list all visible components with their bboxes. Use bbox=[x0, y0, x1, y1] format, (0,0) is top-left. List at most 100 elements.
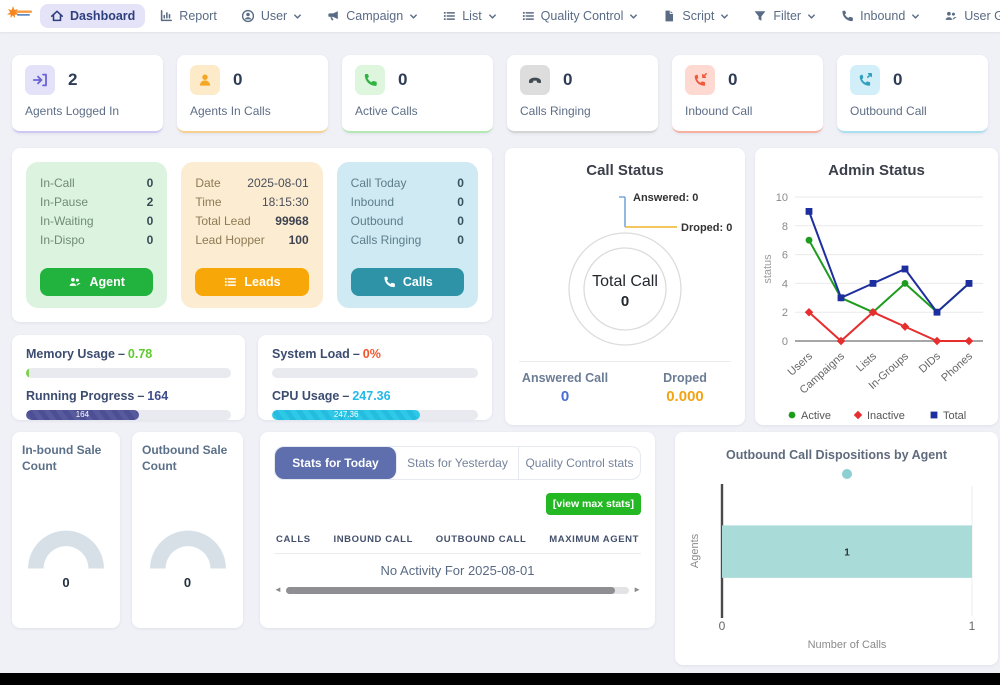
column-calls: CALLS bbox=[276, 534, 311, 545]
login-icon bbox=[25, 65, 55, 95]
svg-text:Agents: Agents bbox=[689, 533, 701, 568]
outbound-dispositions-panel: Outbound Call Dispositions by Agent 1 0 1 N… bbox=[675, 432, 998, 665]
stats-panel: Stats for Today Stats for Yesterday Qual… bbox=[260, 432, 655, 628]
nav-item-report[interactable]: Report bbox=[149, 4, 227, 28]
nav-item-user-group[interactable]: User Group bbox=[934, 4, 1000, 28]
stat-label: Agents In Calls bbox=[190, 104, 271, 118]
calls-button[interactable]: Calls bbox=[350, 268, 464, 296]
nav-label: User Group bbox=[964, 9, 1000, 23]
row-value: 0 bbox=[457, 175, 464, 190]
nav-item-list[interactable]: List bbox=[432, 4, 506, 28]
inbound-sale-value: 0 bbox=[62, 575, 70, 590]
list-icon bbox=[225, 277, 237, 287]
stat-card-agents-logged-in[interactable]: 2 Agents Logged In bbox=[12, 55, 163, 133]
phone-incoming-icon bbox=[685, 65, 715, 95]
svg-text:Lists: Lists bbox=[854, 350, 879, 374]
chevron-down-icon bbox=[807, 12, 816, 21]
running-progress-value: 164 bbox=[147, 389, 169, 403]
megaphone-icon bbox=[328, 11, 339, 21]
nav-item-dashboard[interactable]: Dashboard bbox=[40, 4, 146, 28]
tab-stats-for-yesterday[interactable]: Stats for Yesterday bbox=[397, 447, 519, 479]
scrollbar-thumb[interactable] bbox=[285, 586, 616, 594]
nav-item-filter[interactable]: Filter bbox=[743, 4, 826, 28]
stats-tabs: Stats for Today Stats for Yesterday Qual… bbox=[274, 446, 641, 480]
chevron-down-icon bbox=[409, 12, 418, 21]
nav-item-quality-control[interactable]: Quality Control bbox=[511, 4, 649, 28]
svg-text:Users: Users bbox=[785, 350, 815, 378]
row-value: 0 bbox=[457, 213, 464, 228]
stat-card-inbound-call[interactable]: 0 Inbound Call bbox=[672, 55, 823, 133]
inbound-sale-title: In-bound Sale Count bbox=[22, 443, 102, 473]
home-icon bbox=[50, 10, 64, 22]
brand-logo[interactable] bbox=[6, 5, 36, 27]
nav-item-campaign[interactable]: Campaign bbox=[316, 4, 428, 28]
nav-label: User bbox=[260, 9, 288, 23]
row-label: Date bbox=[195, 175, 221, 190]
nav-label: Script bbox=[682, 9, 715, 23]
nav-label: Report bbox=[179, 9, 217, 23]
nav-item-inbound[interactable]: Inbound bbox=[830, 4, 930, 28]
stat-card-calls-ringing[interactable]: 0 Calls Ringing bbox=[507, 55, 658, 133]
row-label: Time bbox=[195, 194, 222, 209]
stat-value: 0 bbox=[893, 70, 903, 89]
view-max-stats-button[interactable]: [view max stats] bbox=[545, 493, 641, 515]
top-navbar: Dashboard Report User Campaign List Qual… bbox=[0, 0, 1000, 32]
running-progress-track: 164 bbox=[26, 410, 231, 420]
row-label: Call Today bbox=[350, 175, 407, 190]
tab-quality-control-stats[interactable]: Quality Control stats bbox=[525, 456, 634, 470]
cpu-usage-fill: 247.36 bbox=[272, 410, 421, 420]
row-value: 0 bbox=[457, 194, 464, 209]
droped-label: Droped bbox=[663, 371, 707, 385]
svg-text:0: 0 bbox=[781, 336, 787, 348]
dispositions-chart: 1 0 1 Number of Calls Agents bbox=[675, 464, 998, 652]
gauge-arc bbox=[22, 522, 110, 572]
gauge-arc bbox=[142, 522, 233, 572]
separator: – bbox=[117, 347, 125, 361]
nav-item-user[interactable]: User bbox=[231, 4, 312, 28]
stat-card-agents-in-calls[interactable]: 0 Agents In Calls bbox=[177, 55, 328, 133]
stats-table-header: CALLS INBOUND CALL OUTBOUND CALL MAXIMUM… bbox=[274, 526, 641, 554]
column-inbound-call: INBOUND CALL bbox=[333, 534, 413, 545]
agent-summary-card: In-Call 0 In-Pause 2 In-Waiting 0 In-Dispo 0… bbox=[26, 162, 168, 308]
donut-center-value: 0 bbox=[621, 293, 629, 310]
chevron-down-icon bbox=[488, 12, 497, 21]
memory-usage-panel: Memory Usage –0.78 Running Progress –164 1… bbox=[12, 335, 245, 420]
nav-label: Quality Control bbox=[540, 9, 624, 23]
stat-card-outbound-call[interactable]: 0 Outbound Call bbox=[837, 55, 988, 133]
cpu-usage-track: 247.36 bbox=[272, 410, 478, 420]
svg-text:6: 6 bbox=[781, 250, 787, 262]
tab-stats-for-today[interactable]: Stats for Today bbox=[275, 447, 397, 479]
donut-annotation-droped: Droped: 0 bbox=[681, 222, 732, 234]
svg-text:4: 4 bbox=[781, 278, 787, 290]
svg-text:status: status bbox=[762, 254, 774, 284]
scrollbar-track[interactable] bbox=[285, 586, 630, 594]
svg-text:0: 0 bbox=[718, 619, 725, 633]
scroll-left-icon[interactable]: ◄ bbox=[274, 585, 282, 594]
stat-value: 2 bbox=[68, 70, 78, 89]
memory-progress-fill bbox=[26, 368, 30, 378]
bottom-black-bar bbox=[0, 673, 1000, 685]
scroll-right-icon[interactable]: ► bbox=[633, 585, 641, 594]
stat-cards-row: 2 Agents Logged In 0 Agents In Calls 0 A… bbox=[12, 55, 988, 133]
nav-label: Campaign bbox=[346, 9, 404, 23]
cpu-usage-label: CPU Usage bbox=[272, 389, 340, 403]
cpu-usage-value: 247.36 bbox=[352, 389, 391, 403]
admin-status-panel: Admin Status 0 2 4 6 8 10 status Users Campaigns… bbox=[755, 148, 998, 425]
calls-button-label: Calls bbox=[402, 275, 433, 289]
admin-status-title: Admin Status bbox=[828, 162, 925, 179]
donut-center-label: Total Call bbox=[592, 273, 658, 290]
answered-call-value: 0 bbox=[560, 388, 570, 405]
nav-label: Filter bbox=[773, 9, 802, 23]
memory-progress-track bbox=[26, 368, 231, 378]
agent-button-label: Agent bbox=[89, 275, 125, 289]
chevron-down-icon bbox=[720, 12, 729, 21]
stat-card-active-calls[interactable]: 0 Active Calls bbox=[342, 55, 493, 133]
svg-text:1: 1 bbox=[844, 548, 850, 559]
row-label: In-Dispo bbox=[40, 232, 85, 247]
svg-text:Inactive: Inactive bbox=[867, 410, 905, 422]
leads-button[interactable]: Leads bbox=[195, 268, 309, 296]
list-icon bbox=[522, 11, 534, 21]
agent-button[interactable]: Agent bbox=[40, 268, 154, 296]
nav-item-script[interactable]: Script bbox=[652, 4, 739, 28]
